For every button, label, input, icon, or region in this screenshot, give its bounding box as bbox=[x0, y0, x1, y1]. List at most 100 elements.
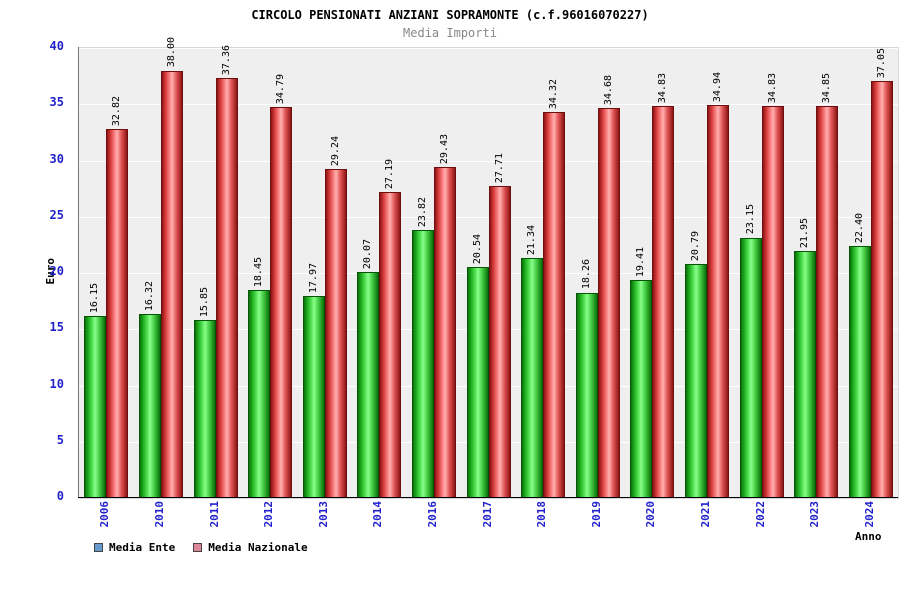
bar-value-label: 16.32 bbox=[143, 281, 155, 312]
bar-value-label: 20.07 bbox=[362, 239, 374, 270]
bar-media-nazionale bbox=[597, 107, 620, 498]
x-tick-label: 2016 bbox=[425, 501, 439, 528]
bar-value-label: 27.71 bbox=[493, 153, 505, 184]
bar-media-ente bbox=[357, 272, 380, 498]
bar-media-ente bbox=[684, 264, 707, 498]
y-axis: 0 5 10 15 20 25 30 35 40 bbox=[0, 39, 70, 503]
y-tick-label: 15 bbox=[49, 320, 64, 335]
bar-media-nazionale bbox=[160, 70, 183, 498]
chart-subtitle: Media Importi bbox=[403, 26, 497, 40]
media-nazionale-swatch-icon bbox=[193, 543, 203, 552]
legend-label-media-ente: Media Ente bbox=[109, 541, 176, 554]
bar-media-nazionale bbox=[215, 77, 238, 498]
x-tick-label: 2024 bbox=[862, 501, 876, 528]
gridline bbox=[79, 48, 898, 49]
x-tick-label: 2020 bbox=[644, 501, 658, 528]
bar-value-label: 29.24 bbox=[329, 135, 341, 167]
legend-item-media-nazionale: Media Nazionale bbox=[193, 541, 308, 554]
y-tick-label: 5 bbox=[56, 432, 64, 447]
bar-media-ente bbox=[248, 290, 271, 498]
bar-value-label: 20.79 bbox=[689, 231, 701, 262]
y-tick-label: 30 bbox=[49, 151, 64, 166]
bar-media-ente bbox=[193, 319, 216, 498]
x-tick-label: 2011 bbox=[207, 501, 221, 528]
bar-value-label: 34.94 bbox=[711, 71, 723, 102]
bar-media-nazionale bbox=[652, 106, 675, 498]
bar-value-label: 34.68 bbox=[602, 74, 614, 105]
bar-value-label: 34.83 bbox=[766, 73, 778, 104]
x-tick-label: 2013 bbox=[316, 501, 330, 528]
bar-media-ente bbox=[411, 230, 434, 498]
y-tick-label: 0 bbox=[56, 489, 64, 503]
y-tick-label: 25 bbox=[49, 207, 64, 222]
bar-value-label: 29.43 bbox=[438, 133, 450, 164]
bar-value-label: 37.05 bbox=[875, 48, 887, 79]
x-tick-label: 2019 bbox=[589, 501, 603, 528]
bar-media-nazionale bbox=[816, 105, 839, 498]
bar-value-label: 34.79 bbox=[275, 73, 287, 104]
x-tick-label: 2012 bbox=[262, 501, 276, 528]
bar-media-nazionale bbox=[379, 192, 402, 498]
bar-value-label: 17.97 bbox=[307, 262, 319, 293]
plot-area: 16.15 32.82 16.32 38.00 15.85 37.36 18.45 34.79… bbox=[78, 37, 899, 499]
bar-value-label: 23.15 bbox=[744, 204, 756, 235]
bar-value-label: 34.83 bbox=[657, 73, 669, 104]
bar-value-label: 18.45 bbox=[253, 257, 265, 288]
legend-item-media-ente: Media Ente bbox=[94, 541, 175, 554]
gridline bbox=[79, 160, 898, 162]
bar-media-nazionale bbox=[706, 104, 729, 498]
bar-media-nazionale bbox=[761, 106, 784, 498]
x-tick-label: 2006 bbox=[98, 501, 112, 528]
x-axis-line bbox=[78, 497, 898, 498]
legend-label-media-nazionale: Media Nazionale bbox=[208, 541, 308, 554]
x-tick-label: 2022 bbox=[753, 501, 767, 528]
media-ente-swatch-icon bbox=[94, 543, 103, 552]
bar-media-ente bbox=[302, 295, 325, 498]
bar-media-nazionale bbox=[870, 81, 893, 498]
bar-media-ente bbox=[739, 237, 762, 498]
bar-value-label: 38.00 bbox=[165, 37, 177, 68]
legend: Media Ente Media Nazionale bbox=[94, 541, 308, 554]
x-tick-label: 2014 bbox=[371, 501, 385, 528]
bar-value-label: 21.95 bbox=[799, 217, 811, 249]
bar-value-label: 20.54 bbox=[471, 233, 483, 264]
x-tick-label: 2023 bbox=[808, 501, 822, 528]
bar-value-label: 32.82 bbox=[111, 95, 123, 126]
x-axis-title: Anno bbox=[855, 530, 882, 543]
bar-media-nazionale bbox=[324, 169, 347, 498]
bar-media-nazionale bbox=[270, 106, 293, 498]
bar-value-label: 23.82 bbox=[416, 196, 428, 228]
bar-media-ente bbox=[138, 314, 161, 498]
y-tick-label: 35 bbox=[49, 95, 64, 110]
y-tick-label: 20 bbox=[49, 264, 64, 278]
bar-value-label: 37.36 bbox=[220, 44, 232, 75]
bar-value-label: 16.15 bbox=[89, 283, 101, 314]
bar-media-ente bbox=[630, 279, 653, 498]
y-tick-label: 10 bbox=[49, 376, 64, 391]
bar-value-label: 18.26 bbox=[580, 259, 592, 290]
x-axis: 2006 2010 2011 2012 2013 2014 2016 2017 2018 2019… bbox=[78, 499, 897, 547]
bar-media-ente bbox=[575, 292, 598, 498]
x-tick-label: 2018 bbox=[535, 501, 549, 528]
bar-value-label: 15.85 bbox=[198, 286, 210, 317]
bar-value-label: 34.32 bbox=[548, 78, 560, 109]
chart-title: CIRCOLO PENSIONATI ANZIANI SOPRAMONTE (c… bbox=[251, 8, 649, 22]
bar-media-ente bbox=[848, 246, 871, 498]
bar-value-label: 19.41 bbox=[635, 246, 647, 277]
x-tick-label: 2021 bbox=[698, 501, 712, 528]
bar-value-label: 21.34 bbox=[526, 224, 538, 255]
bar-media-nazionale bbox=[433, 166, 456, 498]
bar-value-label: 22.40 bbox=[853, 212, 865, 243]
bar-media-nazionale bbox=[543, 111, 566, 498]
bar-value-label: 27.19 bbox=[384, 159, 396, 190]
bar-media-ente bbox=[84, 316, 107, 498]
bar-value-label: 34.85 bbox=[821, 72, 833, 103]
bar-media-ente bbox=[521, 257, 544, 498]
bar-media-ente bbox=[794, 251, 817, 498]
bar-media-ente bbox=[466, 266, 489, 498]
bar-media-nazionale bbox=[106, 128, 129, 498]
y-axis-line bbox=[78, 47, 79, 497]
gridline bbox=[79, 104, 898, 106]
bar-media-nazionale bbox=[488, 186, 511, 498]
